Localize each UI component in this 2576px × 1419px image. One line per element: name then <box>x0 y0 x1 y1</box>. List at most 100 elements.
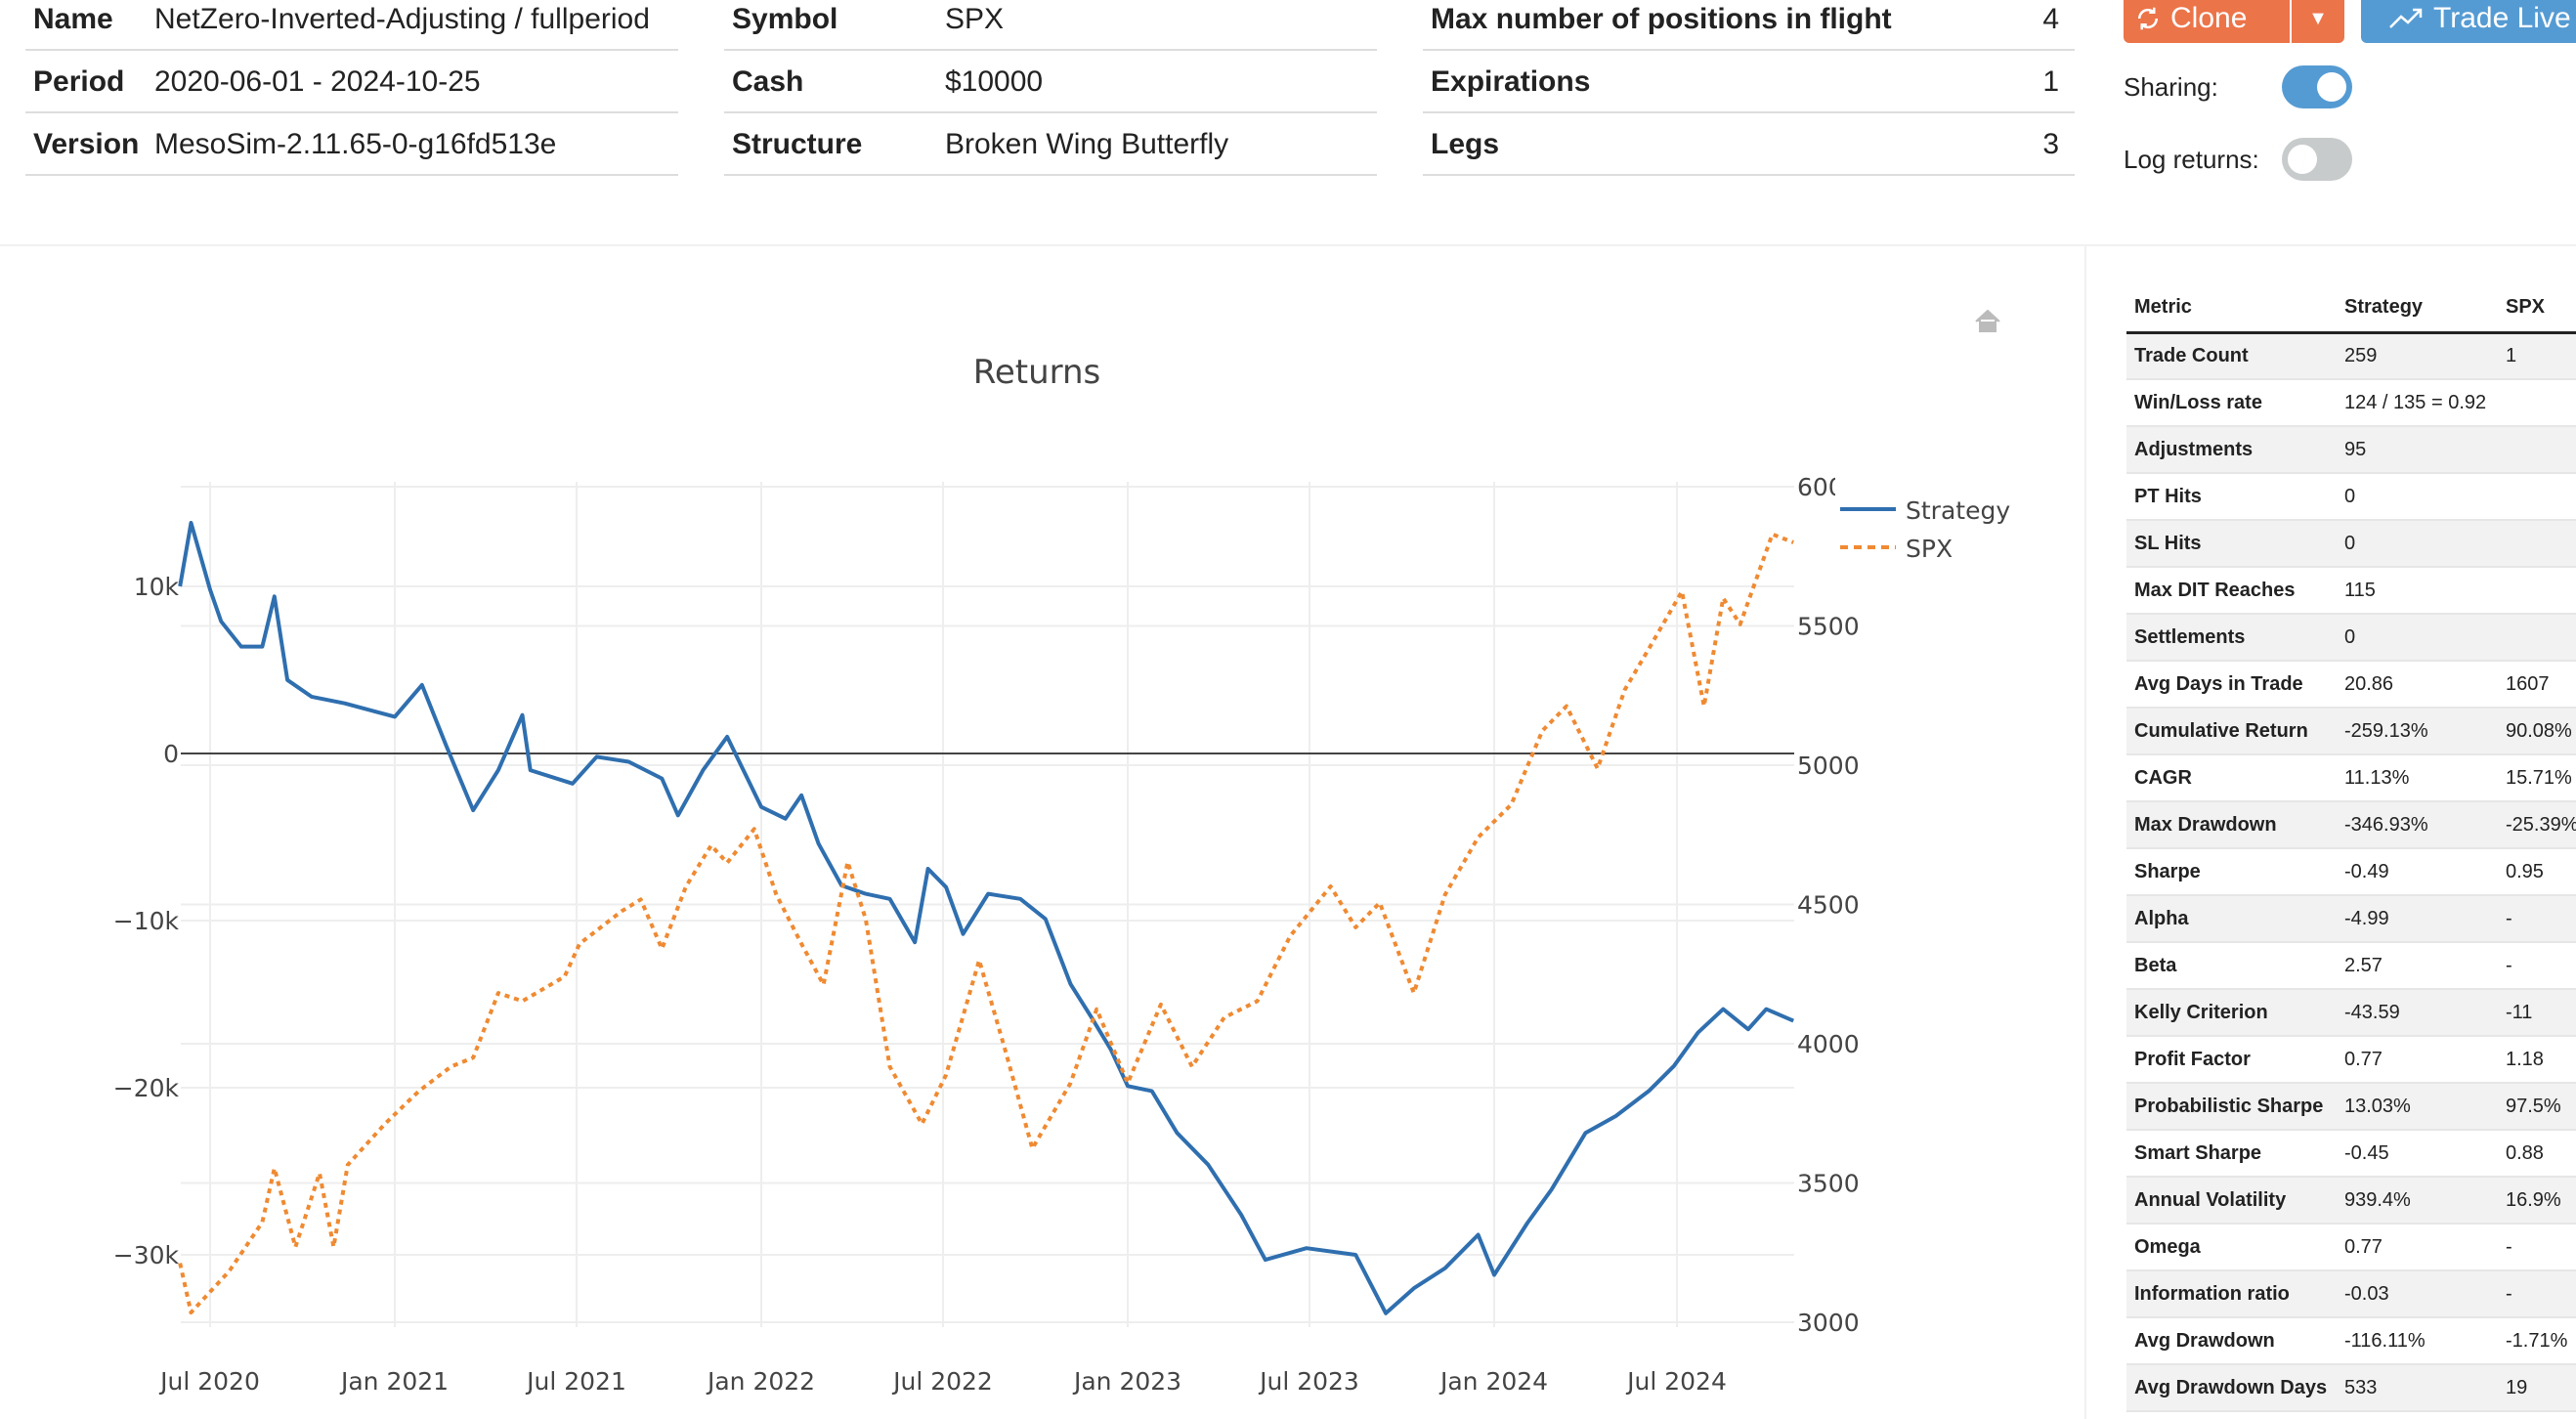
metric-name: Max DIT Reaches <box>2126 567 2337 615</box>
metric-name: SL Hits <box>2126 520 2337 568</box>
info-label: Expirations <box>1431 65 1591 98</box>
y-left-tick-label: −10k <box>113 907 180 935</box>
legend-background <box>1835 471 2031 554</box>
chart-title: Returns <box>973 353 1101 392</box>
spx-value: 97.5% <box>2498 1083 2576 1131</box>
info-value: MesoSim-2.11.65-0-g16fd513e <box>154 128 557 160</box>
metrics-row: Avg Drawdown Days 533 19 <box>2126 1364 2576 1412</box>
chart-series <box>178 521 1794 1315</box>
log-returns-toggle[interactable] <box>2282 138 2352 181</box>
refresh-icon <box>2137 7 2159 30</box>
chart-axes: Jul 2020 Jan 2021 Jul 2021 Jan 2022 Jul 2022… <box>113 473 1860 1396</box>
metrics-row: Kelly Criterion -43.59 -11 <box>2126 989 2576 1037</box>
x-tick-label: Jan 2022 <box>706 1367 815 1396</box>
spx-value: - <box>2498 895 2576 943</box>
info-row-name: Name NetZero-Inverted-Adjusting / fullper… <box>25 0 678 51</box>
info-row-cash: Cash $10000 <box>724 51 1377 113</box>
info-row-version: Version MesoSim-2.11.65-0-g16fd513e <box>25 113 678 176</box>
metrics-row: PT Hits 0 <box>2126 473 2576 521</box>
strategy-value: 95 <box>2337 426 2498 474</box>
trade-live-button[interactable]: Trade Live <box>2361 0 2576 43</box>
chart-legend: Strategy SPX <box>1835 471 2031 563</box>
home-icon[interactable] <box>1975 309 2000 332</box>
info-label: Period <box>33 65 125 98</box>
strategy-value: -259.13% <box>2337 708 2498 755</box>
metrics-header-row: Metric Strategy SPX <box>2126 283 2576 334</box>
section-divider <box>0 244 2576 246</box>
strategy-value: 0.77 <box>2337 1224 2498 1271</box>
info-row-structure: Structure Broken Wing Butterfly <box>724 113 1377 176</box>
strategy-value: 0 <box>2337 473 2498 521</box>
spx-value: 0.88 <box>2498 1130 2576 1178</box>
y-right-tick-label: 5000 <box>1797 752 1860 780</box>
legend-label-spx[interactable]: SPX <box>1906 535 1953 563</box>
info-label: Version <box>33 128 140 160</box>
strategy-value: 0.77 <box>2337 1036 2498 1084</box>
x-tick-label: Jan 2021 <box>339 1367 449 1396</box>
info-row-period: Period 2020-06-01 - 2024-10-25 <box>25 51 678 113</box>
metrics-row: Beta 2.57- <box>2126 942 2576 990</box>
metrics-row: Avg Drawdown -116.11% -1.71% <box>2126 1317 2576 1365</box>
strategy-value: 939.4% <box>2337 1177 2498 1225</box>
x-tick-label: Jul 2023 <box>1258 1367 1359 1396</box>
metric-name: Settlements <box>2126 614 2337 662</box>
spx-value: 19 <box>2498 1364 2576 1412</box>
header-metric: Metric <box>2126 283 2337 334</box>
metrics-row: CAGR 11.13% 15.71% <box>2126 754 2576 802</box>
strategy-value: -43.59 <box>2337 989 2498 1037</box>
sharing-toggle[interactable] <box>2282 65 2352 108</box>
metrics-row: Settlements 0 <box>2126 614 2576 662</box>
metrics-row: Avg Days in Trade 20.86 1607 <box>2126 661 2576 709</box>
metric-name: Cumulative Return <box>2126 708 2337 755</box>
metrics-row: Probabilistic Sharpe 13.03% 97.5% <box>2126 1083 2576 1131</box>
spx-value: 15.71% <box>2498 754 2576 802</box>
strategy-value: -4.99 <box>2337 895 2498 943</box>
info-row-symbol: Symbol SPX <box>724 0 1377 51</box>
trade-live-label: Trade Live <box>2433 2 2571 34</box>
metrics-row: Annual Volatility 939.4% 16.9% <box>2126 1177 2576 1225</box>
info-value: Broken Wing Butterfly <box>945 128 1229 160</box>
info-value: 4 <box>2042 3 2059 35</box>
spx-value: 1.18 <box>2498 1036 2576 1084</box>
metrics-row: SL Hits 0 <box>2126 520 2576 568</box>
header-strategy: Strategy <box>2337 283 2498 334</box>
metric-name: Max Drawdown <box>2126 801 2337 849</box>
info-label: Name <box>33 3 113 35</box>
metric-name: Smart Sharpe <box>2126 1130 2337 1178</box>
info-row-max-positions: Max number of positions in flight 4 <box>1423 0 2075 51</box>
spx-value: - <box>2498 1270 2576 1318</box>
clone-dropdown-button[interactable]: ▼ <box>2292 0 2344 43</box>
spx-value: 0.95 <box>2498 848 2576 896</box>
info-label: Symbol <box>732 3 838 35</box>
strategy-value: 0 <box>2337 520 2498 568</box>
strategy-value: -116.11% <box>2337 1317 2498 1365</box>
metric-name: Win/Loss rate <box>2126 379 2337 427</box>
toggle-knob <box>2288 145 2317 174</box>
chart-grid <box>181 482 1794 1327</box>
x-tick-label: Jan 2024 <box>1438 1367 1548 1396</box>
spx-value: -11 <box>2498 989 2576 1037</box>
info-value: SPX <box>945 3 1005 35</box>
legend-label-strategy[interactable]: Strategy <box>1906 496 2010 525</box>
spx-value <box>2498 520 2576 568</box>
clone-button[interactable]: Clone <box>2124 0 2290 43</box>
spx-value <box>2498 426 2576 474</box>
y-left-tick-label: 10k <box>134 573 180 601</box>
metric-name: Probabilistic Sharpe <box>2126 1083 2337 1131</box>
clone-label: Clone <box>2170 2 2248 34</box>
info-value: $10000 <box>945 65 1044 98</box>
info-value: 3 <box>2042 128 2059 160</box>
info-row-expirations: Expirations 1 <box>1423 51 2075 113</box>
metric-name: Annual Volatility <box>2126 1177 2337 1225</box>
spx-value <box>2498 473 2576 521</box>
metrics-row: Max Drawdown -346.93% -25.39% <box>2126 801 2576 849</box>
spx-value <box>2498 567 2576 615</box>
spx-value: - <box>2498 1224 2576 1271</box>
positions-info-column: Max number of positions in flight 4 Expir… <box>1423 0 2075 176</box>
metrics-row: Profit Factor 0.77 1.18 <box>2126 1036 2576 1084</box>
x-tick-label: Jul 2022 <box>891 1367 993 1396</box>
x-tick-label: Jul 2021 <box>525 1367 626 1396</box>
info-value: 2020-06-01 - 2024-10-25 <box>154 65 481 98</box>
info-label: Cash <box>732 65 804 98</box>
strategy-value: -346.93% <box>2337 801 2498 849</box>
